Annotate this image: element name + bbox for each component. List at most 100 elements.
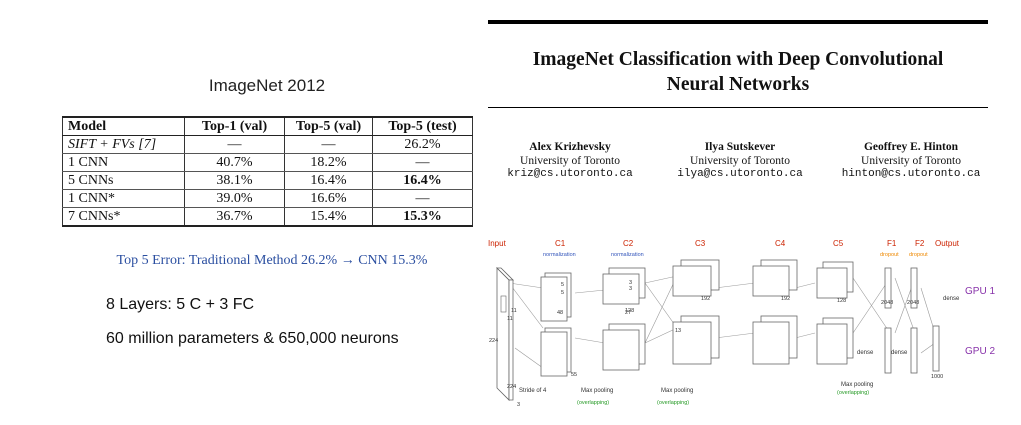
dim-label: 3	[517, 402, 520, 408]
title-rule-bottom	[488, 107, 988, 108]
cell-top5-test: —	[372, 153, 473, 172]
c2-block	[602, 267, 646, 371]
c5-block	[816, 261, 854, 365]
cell-top1-val: —	[184, 135, 285, 154]
cell-top1-val: 36.7%	[184, 207, 285, 227]
dim-label: 13	[675, 328, 681, 334]
cell-model: 7 CNNs*	[62, 207, 185, 227]
author-affiliation: University of Toronto	[690, 154, 790, 167]
dim-label: 128	[625, 308, 634, 314]
cell-top5-val: 18.2%	[284, 153, 373, 172]
stage-label-f1: F1	[887, 239, 897, 248]
header-top5-test: Top-5 (test)	[372, 116, 473, 136]
input-volume	[496, 267, 514, 401]
author-email: ilya@cs.utoronto.ca	[677, 168, 803, 180]
author-affiliation: University of Toronto	[520, 154, 620, 167]
dimension-labels: 224 224 3 11 11 55 48 5 5 27 128 3 3 13 …	[489, 280, 943, 408]
max-pooling-label: Max pooling	[841, 382, 873, 388]
table-title: ImageNet 2012	[208, 76, 326, 95]
stride-label: Stride of 4	[519, 388, 547, 394]
author-name: Ilya Sutskever	[704, 141, 776, 153]
table-row: SIFT + FVs [7] — — 26.2%	[62, 135, 473, 154]
dense-label: dense	[857, 350, 874, 356]
dim-label: 128	[837, 298, 846, 304]
table-row: 1 CNN* 39.0% 16.6% —	[62, 189, 473, 208]
gpu-2-label: GPU 2	[965, 346, 995, 357]
cell-model: 5 CNNs	[62, 171, 185, 190]
cell-top1-val: 40.7%	[184, 153, 285, 172]
dim-label: 48	[557, 310, 563, 316]
title-rule-top	[488, 20, 988, 24]
stage-label-input: Input	[488, 239, 507, 248]
dim-label: 2048	[881, 300, 893, 306]
author-affiliation: University of Toronto	[861, 154, 961, 167]
cell-top5-test: 16.4%	[372, 171, 473, 190]
normalization-label: normalization	[611, 252, 644, 258]
stage-label-c1: C1	[555, 239, 566, 248]
dim-label: 5	[561, 282, 564, 288]
cell-top5-val: 15.4%	[284, 207, 373, 227]
cell-top1-val: 39.0%	[184, 189, 285, 208]
stage-label-f2: F2	[915, 239, 925, 248]
stage-label-c5: C5	[833, 239, 844, 248]
stage-label-c4: C4	[775, 239, 786, 248]
table-row: 5 CNNs 38.1% 16.4% 16.4%	[62, 171, 473, 190]
header-top1-val: Top-1 (val)	[184, 116, 285, 136]
cell-top5-val: 16.6%	[284, 189, 373, 208]
table-row: 1 CNN 40.7% 18.2% —	[62, 153, 473, 172]
overlapping-label: (overlapping)	[837, 390, 869, 396]
overlapping-label: (overlapping)	[657, 400, 689, 406]
author-block: Alex Krizhevsky University of Toronto kr…	[485, 141, 655, 182]
dim-label: 3	[629, 286, 632, 292]
dim-label: 11	[507, 316, 513, 322]
author-name: Geoffrey E. Hinton	[863, 141, 959, 153]
author-email: hinton@cs.utoronto.ca	[841, 168, 981, 180]
paper-title: ImageNet Classification with Deep Convol…	[488, 47, 988, 97]
connection-lines	[508, 275, 936, 369]
dim-label: 2048	[907, 300, 919, 306]
cell-top5-test: 15.3%	[372, 207, 473, 227]
author-block: Geoffrey E. Hinton University of Toronto…	[826, 141, 996, 182]
author-name: Alex Krizhevsky	[529, 141, 611, 153]
dim-label: 224	[489, 338, 498, 344]
header-top5-val: Top-5 (val)	[284, 116, 373, 136]
normalization-label: normalization	[543, 252, 576, 258]
author-block: Ilya Sutskever University of Toronto ily…	[655, 141, 825, 182]
cell-top1-val: 38.1%	[184, 171, 285, 190]
cell-top5-val: —	[284, 135, 373, 154]
cell-top5-val: 16.4%	[284, 171, 373, 190]
max-pooling-label: Max pooling	[661, 388, 693, 394]
max-pooling-label: Max pooling	[581, 388, 613, 394]
dim-label: 3	[629, 280, 632, 286]
overlapping-label: (overlapping)	[577, 400, 609, 406]
dropout-label: dropout	[880, 252, 899, 258]
c1-block	[540, 272, 572, 377]
dim-label: 55	[571, 372, 577, 378]
c3-block	[672, 259, 720, 365]
cell-model: 1 CNN*	[62, 189, 185, 208]
dim-label: 192	[701, 296, 710, 302]
dim-label: 1000	[931, 374, 943, 380]
header-model: Model	[62, 116, 185, 136]
summary-caption: Top 5 Error: Traditional Method 26.2% → …	[116, 253, 428, 268]
stage-label-c2: C2	[623, 239, 634, 248]
table-header-row: Model Top-1 (val) Top-5 (val) Top-5 (tes…	[62, 116, 473, 136]
results-table: Model Top-1 (val) Top-5 (val) Top-5 (tes…	[62, 116, 473, 227]
c4-block	[752, 259, 798, 365]
dim-label: 224	[507, 384, 516, 390]
cell-top5-test: 26.2%	[372, 135, 473, 154]
gpu-1-label: GPU 1	[965, 286, 995, 297]
fact-parameters: 60 million parameters & 650,000 neurons	[106, 330, 399, 347]
dim-label: 5	[561, 290, 564, 296]
dense-label: dense	[891, 350, 908, 356]
cell-model: 1 CNN	[62, 153, 185, 172]
cell-top5-test: —	[372, 189, 473, 208]
paper-title-line: ImageNet Classification with Deep Convol…	[532, 49, 944, 70]
alexnet-architecture-diagram: .bx{fill:#fff;stroke:#666;stroke-width:0…	[488, 239, 995, 408]
dense-label: dense	[943, 296, 960, 302]
table-row: 7 CNNs* 36.7% 15.4% 15.3%	[62, 207, 473, 227]
dim-label: 192	[781, 296, 790, 302]
paper-title-line: Neural Networks	[666, 74, 810, 95]
fact-layers: 8 Layers: 5 C + 3 FC	[106, 296, 255, 313]
dim-label: 27	[625, 310, 631, 316]
